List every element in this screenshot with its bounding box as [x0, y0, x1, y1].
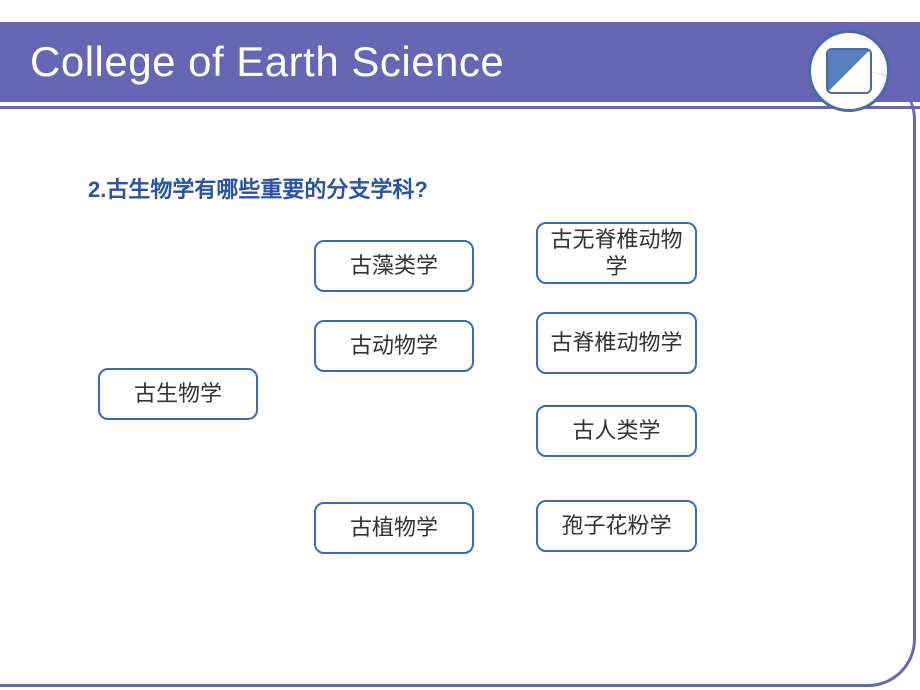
diagram-node-invert: 古无脊椎动物学: [536, 222, 697, 284]
diagram-node-algae: 古藻类学: [314, 240, 474, 292]
diagram-node-spore: 孢子花粉学: [536, 500, 697, 552]
diagram-node-plant: 古植物学: [314, 502, 474, 554]
diagram-node-human: 古人类学: [536, 405, 697, 457]
diagram-node-vert: 古脊椎动物学: [536, 312, 697, 374]
diagram-node-root: 古生物学: [98, 368, 258, 420]
slide-question: 2.古生物学有哪些重要的分支学科?: [88, 172, 428, 204]
diagram-node-zoo: 古动物学: [314, 320, 474, 372]
